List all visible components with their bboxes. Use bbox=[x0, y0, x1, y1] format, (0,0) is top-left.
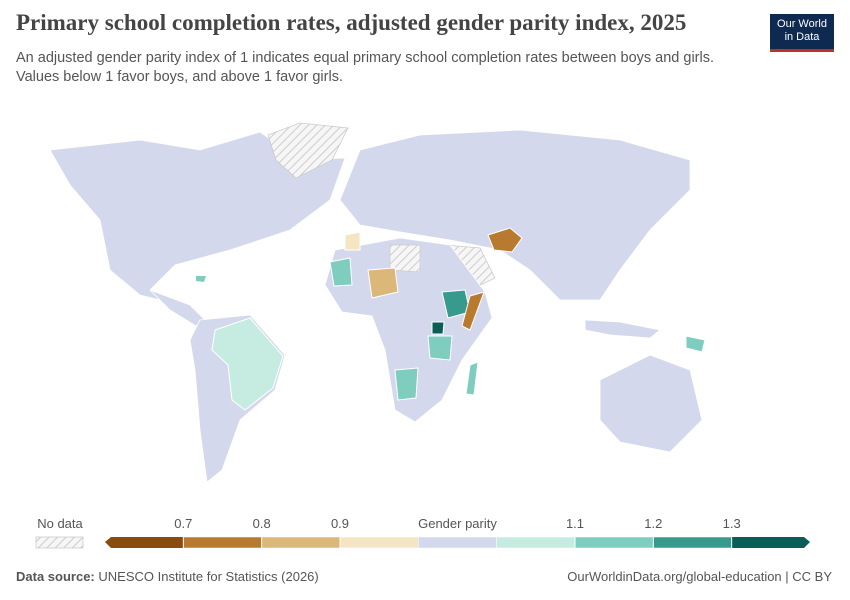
subtitle-line: Values below 1 favor boys, and above 1 f… bbox=[16, 69, 343, 85]
tanzania[interactable] bbox=[427, 335, 453, 361]
greenland[interactable] bbox=[267, 122, 349, 179]
legend-swatch bbox=[105, 537, 184, 548]
legend-tick-label: Gender parity bbox=[418, 516, 497, 531]
footer-link[interactable]: OurWorldinData.org/global-education | CC… bbox=[567, 569, 832, 584]
map: No data 0.7 0.8 0.9 Gender parity 1.1 1.2 1.3 bbox=[35, 122, 810, 549]
algeria[interactable] bbox=[344, 231, 361, 251]
brazil[interactable] bbox=[211, 317, 284, 411]
legend-swatch bbox=[574, 536, 654, 549]
title: Primary school completion rates, adjuste… bbox=[16, 10, 687, 35]
legend-tick-label: 1.2 bbox=[644, 516, 662, 531]
uganda[interactable] bbox=[431, 321, 445, 335]
legend-swatch bbox=[261, 536, 341, 549]
north-america[interactable] bbox=[49, 131, 346, 301]
madagascar[interactable] bbox=[465, 361, 479, 396]
eurasia[interactable] bbox=[339, 129, 691, 301]
source: Data source: UNESCO Institute for Statis… bbox=[16, 569, 319, 584]
source-text: UNESCO Institute for Statistics (2026) bbox=[98, 569, 319, 584]
source-label: Data source: bbox=[16, 569, 95, 584]
subtitle: An adjusted gender parity index of 1 ind… bbox=[16, 49, 714, 87]
legend-no-data-label: No data bbox=[37, 516, 83, 531]
logo-line: Our World bbox=[777, 18, 827, 30]
niger-chad[interactable] bbox=[367, 267, 399, 299]
mali[interactable] bbox=[329, 257, 353, 287]
legend-tick-label: 0.8 bbox=[253, 516, 271, 531]
legend-no-data-swatch bbox=[35, 536, 84, 549]
haiti[interactable] bbox=[196, 276, 206, 282]
angola[interactable] bbox=[394, 367, 419, 401]
somalia[interactable] bbox=[461, 291, 485, 331]
legend-swatch bbox=[339, 536, 419, 549]
countries bbox=[49, 122, 706, 483]
afghanistan[interactable] bbox=[487, 227, 523, 253]
legend-tick-label: 1.3 bbox=[723, 516, 741, 531]
indonesia[interactable] bbox=[584, 319, 661, 339]
legend-tick-label: 0.7 bbox=[174, 516, 192, 531]
libya[interactable] bbox=[389, 244, 421, 273]
africa[interactable] bbox=[324, 237, 493, 423]
subtitle-line: An adjusted gender parity index of 1 ind… bbox=[16, 50, 715, 66]
legend-tick-label: 1.1 bbox=[566, 516, 584, 531]
legend-swatch bbox=[418, 536, 497, 549]
legend-swatch bbox=[183, 536, 262, 549]
logo[interactable]: Our World in Data bbox=[770, 14, 834, 52]
legend-swatch bbox=[731, 537, 810, 548]
papua-new-guinea[interactable] bbox=[685, 335, 706, 353]
legend-swatch bbox=[653, 536, 732, 549]
logo-line: in Data bbox=[784, 31, 820, 43]
legend-tick-label: 0.9 bbox=[331, 516, 349, 531]
legend: No data 0.7 0.8 0.9 Gender parity 1.1 1.2 1.3 bbox=[35, 516, 810, 549]
australia[interactable] bbox=[599, 354, 703, 453]
legend-swatch bbox=[496, 536, 576, 549]
central-america[interactable] bbox=[149, 289, 206, 327]
